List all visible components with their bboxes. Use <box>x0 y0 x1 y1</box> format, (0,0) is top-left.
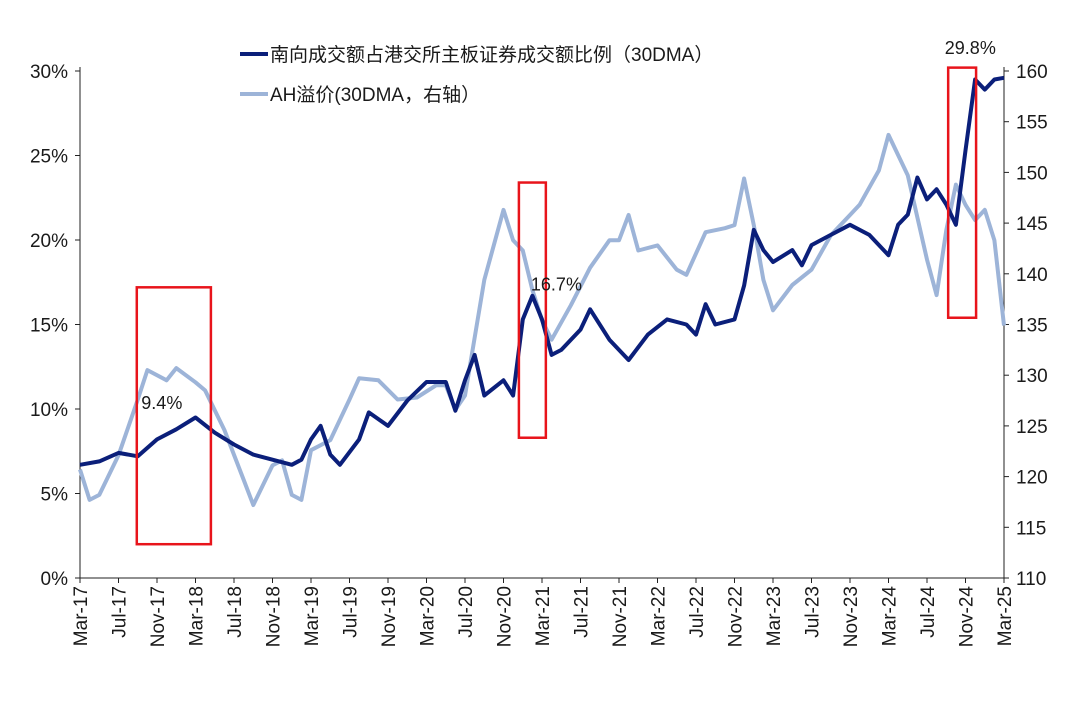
annotations: 9.4% 16.7% 29.8% <box>135 38 996 546</box>
x-tick-label: Nov-24 <box>957 586 978 648</box>
x-tick-label: Nov-17 <box>148 586 169 647</box>
x-tick-label: Nov-19 <box>379 586 400 647</box>
legend-label-southbound: 南向成交额占港交所主板证券成交额比例（30DMA） <box>270 44 713 66</box>
y-left-tick-label: 20% <box>30 231 68 252</box>
y-left-tick-label: 10% <box>30 400 68 421</box>
x-tick-label: Mar-18 <box>187 586 208 646</box>
x-tick-label: Jul-23 <box>803 586 824 638</box>
y-right-tick-label: 125 <box>1016 417 1048 438</box>
x-tick-label: Jul-20 <box>456 586 477 638</box>
y-left-tick-label: 25% <box>30 147 68 168</box>
annotation-label: 29.8% <box>945 38 996 58</box>
y-left-tick-label: 30% <box>30 62 68 83</box>
x-tick-label: Nov-21 <box>610 586 631 647</box>
legend: 南向成交额占港交所主板证券成交额比例（30DMA） AH溢价(30DMA，右轴） <box>240 44 713 106</box>
x-tick-label: Jul-24 <box>918 586 939 638</box>
x-tick-label: Mar-23 <box>764 586 785 646</box>
y-right-tick-label: 135 <box>1016 316 1048 337</box>
y-right-tick-label: 130 <box>1016 366 1048 387</box>
x-tick-label: Jul-21 <box>572 586 593 638</box>
y-left-tick-label: 0% <box>41 569 69 590</box>
highlight-box <box>517 181 548 439</box>
y-left-tick-label: 5% <box>41 485 69 506</box>
annotation-label: 9.4% <box>141 393 182 413</box>
y-right-tick-label: 145 <box>1016 214 1048 235</box>
y-right-tick-label: 160 <box>1016 62 1048 83</box>
x-tick-label: Jul-19 <box>341 586 362 638</box>
x-tick-label: Mar-24 <box>880 586 901 647</box>
y-right-tick-label: 115 <box>1016 518 1046 539</box>
x-tick-label: Mar-22 <box>649 586 670 646</box>
x-tick-label: Jul-18 <box>225 586 246 638</box>
x-tick-label: Nov-20 <box>495 586 516 647</box>
x-tick-label: Mar-21 <box>533 586 554 646</box>
x-tick-label: Mar-25 <box>995 586 1016 646</box>
highlight-box <box>135 286 213 546</box>
axes: 0% 5% 10% 15% 20% 25% 30% 110 115 120 125 130 135 140… <box>30 62 1048 647</box>
x-tick-label: Mar-19 <box>302 586 323 646</box>
x-tick-label: Jul-22 <box>687 586 708 638</box>
y-left-tick-label: 15% <box>30 316 68 337</box>
x-tick-label: Nov-22 <box>726 586 747 647</box>
x-tick-label: Nov-23 <box>841 586 862 647</box>
annotation-label: 16.7% <box>531 275 582 295</box>
x-tick-label: Jul-17 <box>110 586 131 638</box>
y-right-tick-label: 120 <box>1016 468 1048 489</box>
highlight-box <box>946 66 978 319</box>
series-line-southbound-share <box>79 75 1005 467</box>
x-tick-label: Nov-18 <box>264 586 285 647</box>
y-right-tick-label: 110 <box>1016 569 1046 590</box>
legend-label-ah-premium: AH溢价(30DMA，右轴） <box>270 84 480 106</box>
y-right-tick-label: 155 <box>1016 113 1048 134</box>
y-right-tick-label: 150 <box>1016 163 1048 184</box>
y-right-tick-label: 140 <box>1016 265 1048 286</box>
x-tick-label: Mar-20 <box>418 586 439 646</box>
x-tick-label: Mar-17 <box>71 586 92 646</box>
